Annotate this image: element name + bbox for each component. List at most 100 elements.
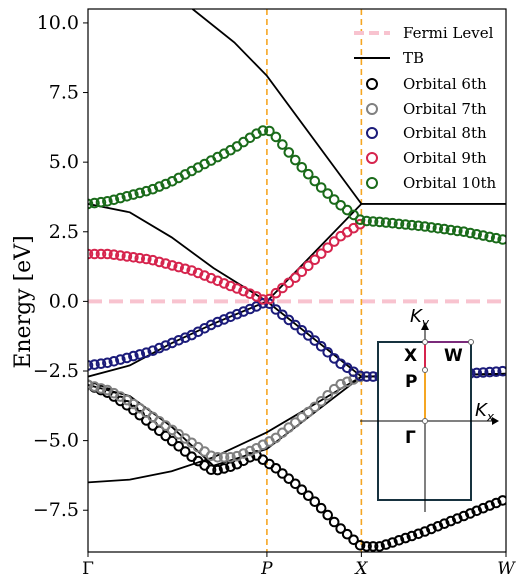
ytick-label-6: −5.0 [33,430,79,452]
point-orbital-9-19 [205,272,217,284]
point-orbital-7-30 [277,427,288,439]
point-orbital-7-34 [303,406,314,418]
point-orbital-7-31 [283,422,295,433]
point-orbital-7-24 [238,448,249,459]
point-orbital-8-30 [277,309,288,321]
point-orbital-6-54 [432,521,444,532]
point-orbital-8-12 [160,340,171,351]
point-orbital-8-24 [238,306,249,317]
inset-label-w: W [444,346,463,366]
ytick-label-5: −2.5 [33,360,79,382]
inset-ky-label: Ky [410,306,430,330]
point-orbital-7-1 [89,381,100,392]
point-orbital-7-0 [88,379,94,391]
point-orbital-10-46 [380,217,392,228]
legend: Fermi Level TB Orbital 6th Orbital 7th O… [354,24,497,192]
point-orbital-10-6 [121,191,133,202]
point-orbital-10-10 [147,183,159,195]
point-orbital-6-62 [484,500,496,511]
point-orbital-10-5 [115,192,126,204]
point-orbital-6-50 [406,530,418,542]
point-orbital-10-27 [257,125,269,136]
point-orbital-7-20 [212,452,223,463]
point-orbital-9-29 [270,287,282,299]
point-orbital-10-7 [128,189,139,200]
point-orbital-8-42 [354,370,366,382]
inset-ky-arrow-icon [421,322,429,330]
point-orbital-10-52 [419,221,431,232]
series-orbital-9 [88,218,366,305]
point-orbital-9-15 [179,263,191,275]
point-orbital-9-6 [121,251,133,262]
point-orbital-7-38 [328,383,340,395]
point-orbital-10-3 [102,196,113,207]
point-orbital-9-8 [134,252,146,264]
point-orbital-8-21 [218,314,230,325]
point-orbital-6-47 [387,537,398,548]
point-orbital-9-11 [154,256,165,268]
point-orbital-8-8 [134,349,146,360]
point-orbital-6-59 [465,508,476,519]
point-orbital-10-0 [88,198,94,210]
inset-point-p [422,367,428,373]
point-orbital-6-46 [380,539,392,550]
point-orbital-9-17 [192,267,204,279]
inset-kx-arrow-icon [492,417,499,425]
point-orbital-9-14 [173,261,184,273]
point-orbital-9-21 [218,278,230,289]
point-orbital-9-10 [147,254,159,266]
tb-band-4 [191,9,506,205]
point-orbital-6-40 [341,528,353,540]
point-orbital-6-43 [361,541,372,552]
point-orbital-6-49 [400,532,411,544]
point-orbital-6-19 [205,464,217,476]
point-orbital-7-19 [205,450,217,462]
xtick-label-3: W [497,559,516,579]
point-orbital-9-12 [160,258,171,269]
point-orbital-7-33 [296,412,308,423]
plot-area [88,9,506,552]
point-orbital-6-41 [348,534,359,546]
point-orbital-10-38 [328,194,340,205]
point-orbital-6-63 [490,497,502,509]
point-orbital-10-44 [367,216,379,227]
point-orbital-10-60 [471,229,483,240]
point-orbital-6-12 [160,430,171,442]
point-orbital-6-61 [477,502,489,514]
point-orbital-9-4 [108,249,120,260]
point-orbital-8-6 [121,352,133,364]
point-orbital-10-29 [270,131,282,143]
xtick-label-1: P [260,559,273,579]
point-orbital-10-51 [413,220,424,232]
point-orbital-10-48 [393,218,405,230]
point-orbital-9-36 [315,248,327,259]
point-orbital-10-56 [445,224,457,236]
ytick-label-2: 5.0 [49,151,79,173]
point-orbital-6-13 [166,435,178,447]
point-orbital-9-30 [277,282,288,294]
point-orbital-6-38 [328,516,340,528]
plot-frame [87,8,507,553]
point-orbital-10-59 [465,227,476,239]
point-orbital-10-62 [484,231,496,243]
point-orbital-8-20 [212,316,223,328]
point-orbital-6-15 [179,446,191,457]
point-orbital-10-33 [296,162,308,173]
point-orbital-6-60 [471,505,483,517]
point-orbital-8-10 [147,345,159,357]
point-orbital-6-44 [367,541,379,552]
ytick-label-1: 7.5 [49,82,79,104]
point-orbital-8-14 [173,335,184,346]
ytick-label-0: 10.0 [37,12,79,34]
legend-fermi-label: Fermi Level [403,24,494,42]
point-orbital-9-0 [88,248,94,260]
point-orbital-7-23 [231,450,243,462]
point-orbital-10-43 [361,215,372,227]
point-orbital-6-8 [134,409,146,421]
inset-point-w [468,339,474,345]
point-orbital-10-50 [406,219,418,231]
point-orbital-9-33 [296,266,308,278]
legend-orbital-9-swatch [366,152,378,164]
point-orbital-8-7 [128,350,139,362]
point-orbital-9-31 [283,277,295,289]
